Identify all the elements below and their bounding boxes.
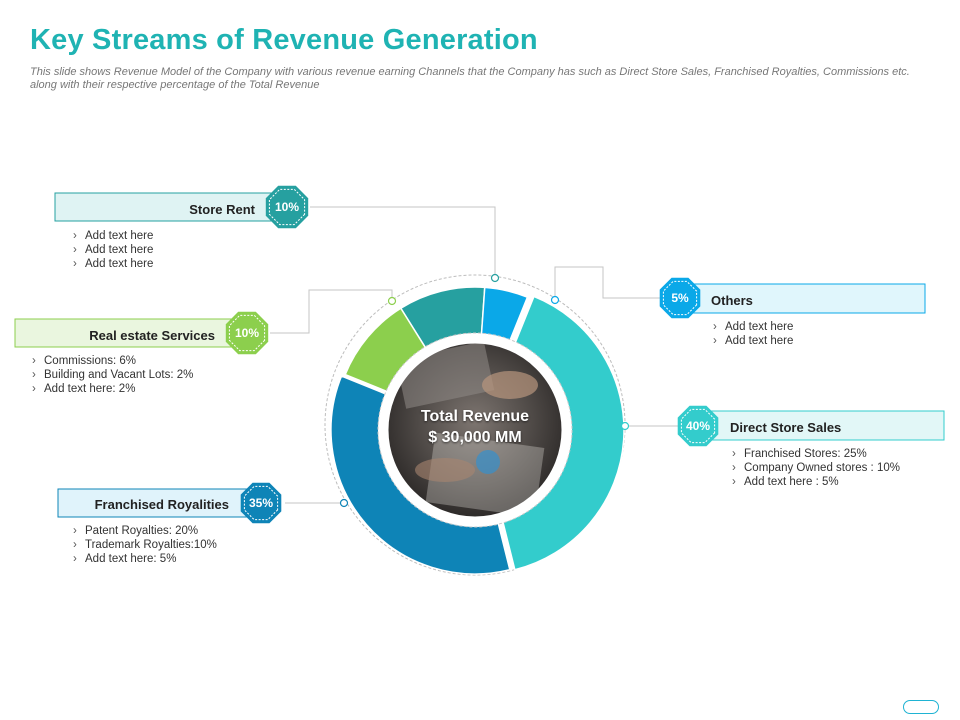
franchised-list: Patent Royalties: 20% Trademark Royaltie… bbox=[73, 524, 217, 566]
badge-label: 10% bbox=[275, 200, 299, 214]
center-label-line1: Total Revenue bbox=[420, 408, 530, 425]
badge-label: 35% bbox=[249, 496, 273, 510]
real-estate-label: Real estate Services bbox=[89, 327, 215, 343]
list-item: Patent Royalties: 20% bbox=[73, 524, 217, 538]
list-item: Company Owned stores : 10% bbox=[732, 461, 900, 475]
dot-others bbox=[550, 295, 560, 305]
direct-store-list: Franchised Stores: 25% Company Owned sto… bbox=[732, 447, 900, 489]
page-title: Key Streams of Revenue Generation bbox=[30, 24, 538, 56]
badge-store-rent: 10% bbox=[265, 185, 309, 229]
list-item: Trademark Royalties:10% bbox=[73, 538, 217, 552]
direct-store-label: Direct Store Sales bbox=[730, 419, 842, 435]
center-label: Total Revenue $ 30,000 MM bbox=[385, 406, 565, 448]
connector-store-rent bbox=[310, 206, 496, 278]
list-item: Add text here : 5% bbox=[732, 475, 900, 489]
slide-nav-button[interactable] bbox=[903, 700, 939, 714]
list-item: Add text here: 5% bbox=[73, 552, 217, 566]
list-item: Add text here bbox=[713, 320, 793, 334]
list-item: Building and Vacant Lots: 2% bbox=[32, 368, 193, 382]
dot-store-rent bbox=[490, 273, 500, 283]
connector-others bbox=[554, 266, 660, 300]
badge-direct-store: 40% bbox=[677, 405, 719, 447]
list-item: Commissions: 6% bbox=[32, 354, 193, 368]
badge-label: 5% bbox=[671, 291, 689, 305]
badges: 10% 10% 35% 5% 40% bbox=[225, 185, 719, 524]
real-estate-box bbox=[14, 318, 251, 348]
dot-franchised bbox=[339, 498, 349, 508]
others-label: Others bbox=[711, 292, 753, 308]
badge-label: 40% bbox=[686, 419, 710, 433]
franchised-label: Franchised Royalities bbox=[94, 496, 229, 512]
badge-others: 5% bbox=[659, 277, 701, 319]
list-item: Add text here bbox=[713, 334, 793, 348]
list-item: Franchised Stores: 25% bbox=[732, 447, 900, 461]
badge-real-estate: 10% bbox=[225, 311, 269, 355]
store-rent-list: Add text here Add text here Add text her… bbox=[73, 229, 153, 271]
store-rent-label: Store Rent bbox=[189, 201, 255, 217]
badge-label: 10% bbox=[235, 326, 259, 340]
real-estate-list: Commissions: 6% Building and Vacant Lots… bbox=[32, 354, 193, 396]
page-subtitle: This slide shows Revenue Model of the Co… bbox=[30, 66, 910, 91]
list-item: Add text here bbox=[73, 243, 153, 257]
franchised-box bbox=[57, 488, 264, 518]
center-photo bbox=[387, 342, 563, 518]
center-label-line2: $ 30,000 MM bbox=[428, 429, 522, 446]
list-item: Add text here: 2% bbox=[32, 382, 193, 396]
dot-direct-store bbox=[620, 421, 630, 431]
connector-real-estate bbox=[270, 289, 393, 334]
dot-real-estate bbox=[387, 296, 397, 306]
others-list: Add text here Add text here bbox=[713, 320, 793, 348]
list-item: Add text here bbox=[73, 257, 153, 271]
badge-franchised: 35% bbox=[240, 482, 282, 524]
list-item: Add text here bbox=[73, 229, 153, 243]
